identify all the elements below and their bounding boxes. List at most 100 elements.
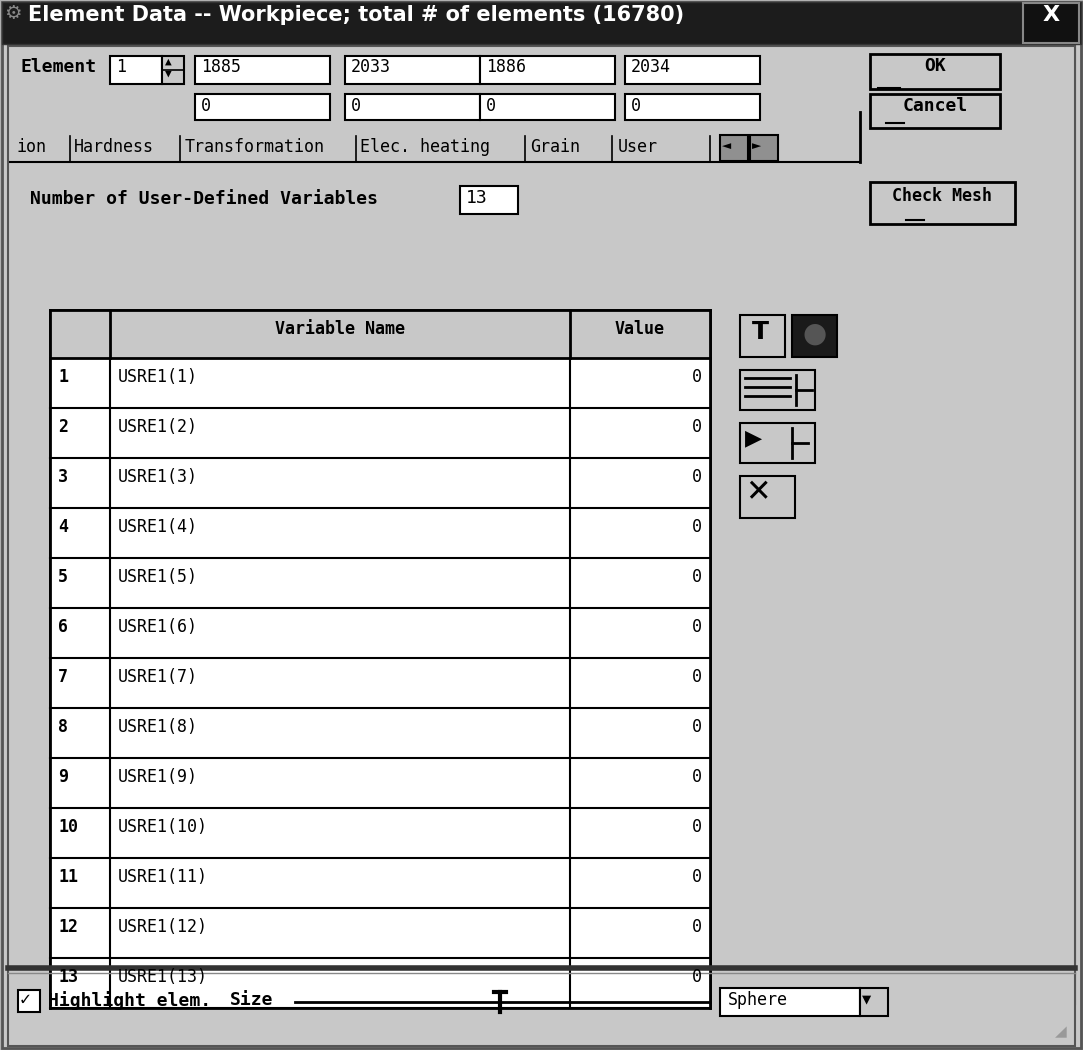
Text: 0: 0 xyxy=(692,418,702,436)
Text: 5: 5 xyxy=(58,568,68,586)
Text: Cancel: Cancel xyxy=(902,97,967,116)
Bar xyxy=(50,408,710,458)
Bar xyxy=(751,135,778,161)
Text: Hardness: Hardness xyxy=(74,138,154,156)
Text: USRE1(1): USRE1(1) xyxy=(118,368,198,386)
Text: 0: 0 xyxy=(692,868,702,886)
Text: 0: 0 xyxy=(692,568,702,586)
Text: ✓: ✓ xyxy=(19,991,31,1009)
Bar xyxy=(110,56,162,84)
Bar xyxy=(740,315,785,357)
Text: Transformation: Transformation xyxy=(185,138,325,156)
Text: OK: OK xyxy=(924,57,945,75)
Text: 0: 0 xyxy=(692,968,702,986)
Bar xyxy=(740,370,815,410)
Text: 6: 6 xyxy=(58,618,68,636)
Text: USRE1(13): USRE1(13) xyxy=(118,968,208,986)
Bar xyxy=(480,94,615,120)
Text: 0: 0 xyxy=(692,368,702,386)
Text: Elec. heating: Elec. heating xyxy=(360,138,490,156)
Bar xyxy=(50,908,710,958)
Text: Size: Size xyxy=(230,991,274,1009)
Text: 7: 7 xyxy=(58,668,68,686)
Bar xyxy=(50,310,710,358)
Text: 0: 0 xyxy=(486,97,496,116)
Text: 0: 0 xyxy=(692,718,702,736)
Bar xyxy=(50,608,710,658)
Text: User: User xyxy=(618,138,658,156)
Text: USRE1(12): USRE1(12) xyxy=(118,918,208,936)
Text: 3: 3 xyxy=(58,468,68,486)
Text: USRE1(5): USRE1(5) xyxy=(118,568,198,586)
Text: USRE1(9): USRE1(9) xyxy=(118,768,198,786)
Bar xyxy=(1023,3,1079,43)
Bar xyxy=(50,708,710,758)
Bar xyxy=(50,458,710,508)
Text: ⚙: ⚙ xyxy=(4,4,22,23)
Text: ion: ion xyxy=(16,138,45,156)
Text: 1: 1 xyxy=(116,58,126,76)
Bar xyxy=(195,94,330,120)
Text: USRE1(6): USRE1(6) xyxy=(118,618,198,636)
Text: 0: 0 xyxy=(692,768,702,786)
Bar xyxy=(720,988,860,1016)
Text: 11: 11 xyxy=(58,868,78,886)
Bar xyxy=(860,988,888,1016)
Text: USRE1(3): USRE1(3) xyxy=(118,468,198,486)
Text: USRE1(8): USRE1(8) xyxy=(118,718,198,736)
Bar xyxy=(625,56,760,84)
Bar xyxy=(50,508,710,558)
Bar xyxy=(345,94,480,120)
Bar xyxy=(18,990,40,1012)
Text: Highlight elem.: Highlight elem. xyxy=(48,991,211,1010)
Bar xyxy=(870,94,1000,128)
Text: ▶: ▶ xyxy=(745,428,762,448)
Bar xyxy=(2,2,1081,44)
Bar xyxy=(162,56,184,84)
Bar xyxy=(50,808,710,858)
Text: 1885: 1885 xyxy=(201,58,242,76)
Text: 13: 13 xyxy=(466,189,487,207)
Text: 0: 0 xyxy=(692,618,702,636)
Bar xyxy=(740,476,795,518)
Text: Value: Value xyxy=(615,320,665,338)
Text: 12: 12 xyxy=(58,918,78,936)
Text: 0: 0 xyxy=(692,818,702,836)
Text: ▼: ▼ xyxy=(862,991,871,1006)
Bar xyxy=(50,958,710,1008)
Bar xyxy=(50,558,710,608)
Bar xyxy=(50,358,710,408)
Text: 1: 1 xyxy=(58,368,68,386)
Text: 8: 8 xyxy=(58,718,68,736)
Text: 2: 2 xyxy=(58,418,68,436)
Bar xyxy=(740,423,815,463)
Text: X: X xyxy=(1043,5,1059,25)
Bar xyxy=(50,858,710,908)
Bar xyxy=(720,135,748,161)
Bar xyxy=(460,186,518,214)
Text: USRE1(7): USRE1(7) xyxy=(118,668,198,686)
Text: ✕: ✕ xyxy=(745,478,770,507)
Text: Variable Name: Variable Name xyxy=(275,320,405,338)
Text: 9: 9 xyxy=(58,768,68,786)
Text: 4: 4 xyxy=(58,518,68,536)
Text: 0: 0 xyxy=(692,468,702,486)
Text: ▲: ▲ xyxy=(165,57,172,67)
Text: Element: Element xyxy=(19,58,96,76)
Text: USRE1(4): USRE1(4) xyxy=(118,518,198,536)
Bar xyxy=(870,54,1000,89)
Text: Number of User-Defined Variables: Number of User-Defined Variables xyxy=(30,190,378,208)
Text: USRE1(10): USRE1(10) xyxy=(118,818,208,836)
Text: ◄: ◄ xyxy=(722,138,731,153)
Text: ►: ► xyxy=(752,138,761,153)
Text: 2033: 2033 xyxy=(351,58,391,76)
Text: 2034: 2034 xyxy=(631,58,671,76)
Text: USRE1(11): USRE1(11) xyxy=(118,868,208,886)
Text: Check Mesh: Check Mesh xyxy=(892,187,992,205)
Text: 0: 0 xyxy=(351,97,361,116)
Text: 0: 0 xyxy=(692,518,702,536)
Text: 1886: 1886 xyxy=(486,58,526,76)
Text: 0: 0 xyxy=(631,97,641,116)
Text: 0: 0 xyxy=(201,97,211,116)
Bar xyxy=(195,56,330,84)
